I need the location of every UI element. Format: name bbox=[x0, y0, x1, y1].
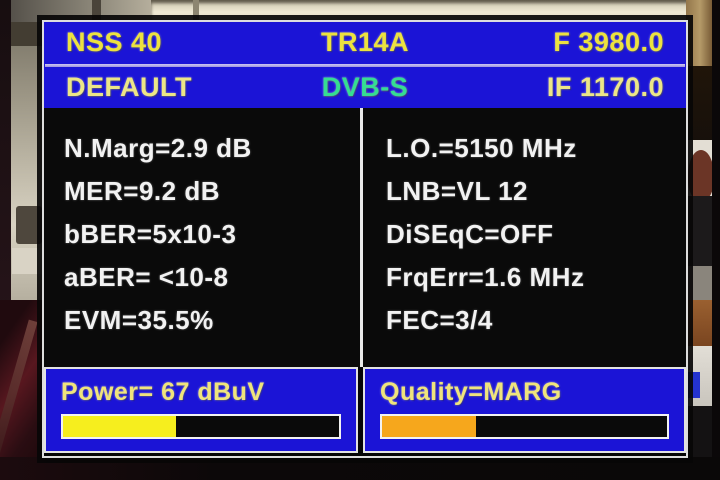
meter-screen-frame: NSS 40 TR14A F 3980.0 DEFAULT DVB-S IF 1… bbox=[42, 20, 688, 458]
downlink-frequency: F 3980.0 bbox=[553, 27, 664, 58]
room-top-molding bbox=[193, 0, 199, 22]
room-top-left-wall bbox=[11, 0, 151, 22]
header-row-1: NSS 40 TR14A F 3980.0 bbox=[44, 22, 686, 64]
measurements-panel: N.Marg=2.9 dB MER=9.2 dB bBER=5x10-3 aBE… bbox=[44, 108, 686, 367]
quality-bar-fill bbox=[382, 416, 477, 437]
room-right-curtain bbox=[686, 0, 714, 66]
photo-right-edge bbox=[712, 0, 720, 480]
metric-row-frqerr: FrqErr=1.6 MHz bbox=[386, 262, 585, 292]
room-top-wall bbox=[151, 0, 695, 22]
photo-bottom-edge bbox=[0, 457, 720, 480]
room-person-head bbox=[688, 150, 714, 200]
transponder-id: TR14A bbox=[320, 27, 409, 58]
room-top-doorframe bbox=[92, 0, 101, 22]
profile-name: DEFAULT bbox=[66, 71, 192, 102]
header-panel: NSS 40 TR14A F 3980.0 DEFAULT DVB-S IF 1… bbox=[44, 22, 686, 108]
metric-row-nmarg: N.Marg=2.9 dB bbox=[64, 133, 252, 163]
metric-row-diseqc: DiSEqC=OFF bbox=[386, 219, 554, 249]
measurements-column-left: N.Marg=2.9 dB MER=9.2 dB bBER=5x10-3 aBE… bbox=[44, 108, 360, 367]
room-person-body bbox=[686, 196, 714, 266]
column-divider-line bbox=[360, 108, 363, 367]
metric-row-fec: FEC=3/4 bbox=[386, 305, 493, 335]
quality-bar bbox=[380, 414, 669, 439]
power-bar-fill bbox=[63, 416, 177, 437]
power-bar bbox=[61, 414, 341, 439]
quality-panel: Quality=MARG bbox=[363, 367, 686, 453]
metric-row-mer: MER=9.2 dB bbox=[64, 176, 220, 206]
header-separator-line bbox=[45, 63, 685, 67]
metric-row-aber: aBER= <10-8 bbox=[64, 262, 229, 292]
photo-left-edge bbox=[0, 0, 11, 334]
power-panel: Power= 67 dBuV bbox=[44, 367, 358, 453]
room-right-shadow bbox=[686, 66, 714, 140]
power-label: Power= 67 dBuV bbox=[61, 378, 265, 406]
metric-row-bber: bBER=5x10-3 bbox=[64, 219, 237, 249]
metric-row-lo: L.O.=5150 MHz bbox=[386, 133, 577, 163]
screen-glow-reflection bbox=[686, 372, 700, 398]
room-left-object bbox=[16, 206, 42, 244]
header-row-2: DEFAULT DVB-S IF 1170.0 bbox=[44, 67, 686, 109]
quality-label: Quality=MARG bbox=[380, 378, 562, 406]
room-right-wall-lower bbox=[686, 266, 714, 300]
measurements-column-right: L.O.=5150 MHz LNB=VL 12 DiSEqC=OFF FrqEr… bbox=[363, 108, 686, 367]
room-curtain-left bbox=[0, 300, 44, 480]
room-wooden-bench bbox=[686, 300, 714, 346]
if-frequency: IF 1170.0 bbox=[546, 71, 664, 102]
signal-bars-panel: Power= 67 dBuV Quality=MARG bbox=[44, 367, 686, 456]
metric-row-lnb: LNB=VL 12 bbox=[386, 176, 529, 206]
signal-standard: DVB-S bbox=[321, 71, 409, 102]
metric-row-evm: EVM=35.5% bbox=[64, 305, 214, 335]
room-left-sill bbox=[12, 248, 42, 274]
satellite-name: NSS 40 bbox=[66, 27, 163, 58]
